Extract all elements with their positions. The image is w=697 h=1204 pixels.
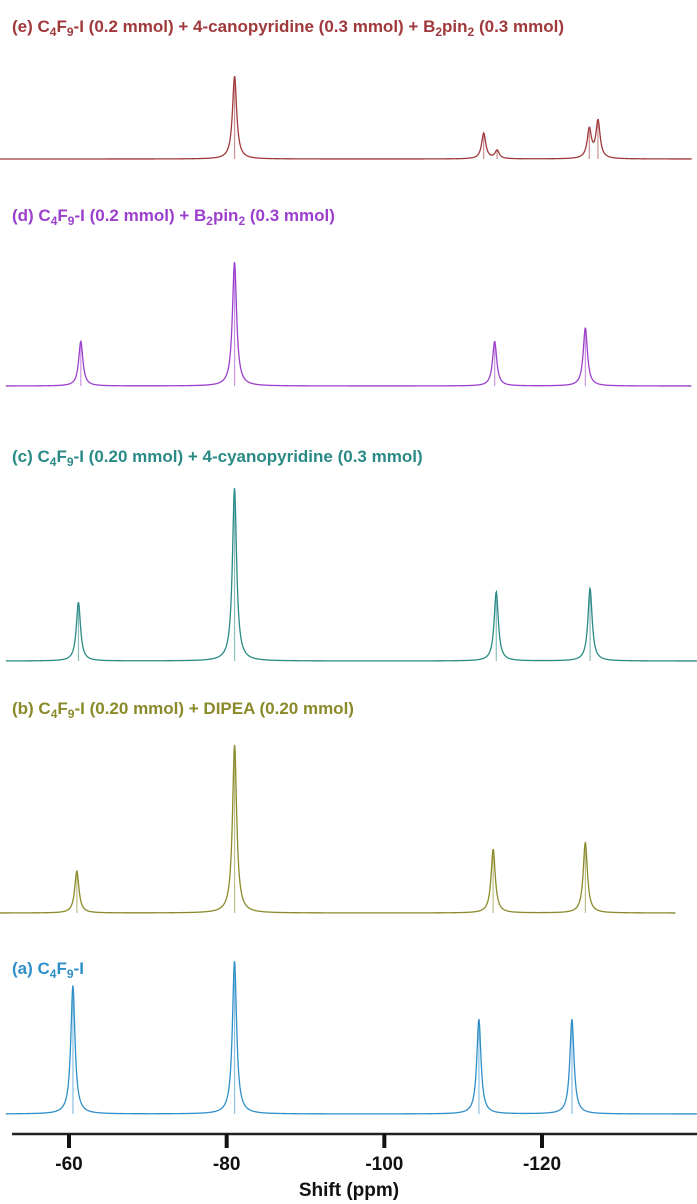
label-text: F: [56, 447, 66, 466]
label-subscript: 9: [67, 967, 74, 981]
label-text: pin: [442, 17, 468, 36]
label-subscript: 2: [206, 214, 213, 228]
label-text: pin: [213, 206, 239, 225]
x-tick-label: -80: [213, 1154, 240, 1175]
spectra-group: [0, 75, 697, 1115]
x-axis: -60 -80 -100 -120 Shift (ppm): [12, 1132, 697, 1201]
label-subscript: 4: [51, 707, 58, 721]
label-subscript: 4: [50, 455, 57, 469]
x-axis-ticks: -60 -80 -100 -120: [55, 1134, 561, 1175]
label-subscript: 9: [67, 25, 74, 39]
label-text: F: [57, 206, 67, 225]
spectrum-line-e: [0, 75, 692, 160]
spectrum-label-c: (c) C4F9-I (0.20 mmol) + 4-cyanopyridine…: [12, 447, 423, 469]
label-text: (a) C: [12, 959, 50, 978]
x-tick-label: -100: [365, 1154, 403, 1175]
label-text: -I (0.20 mmol) + 4-cyanopyridine (0.3 mm…: [74, 447, 423, 466]
label-subscript: 9: [68, 707, 75, 721]
label-text: (c) C: [12, 447, 50, 466]
label-text: (0.3 mmol): [245, 206, 335, 225]
spectrum-label-a: (a) C4F9-I: [12, 959, 84, 981]
label-text: F: [56, 959, 66, 978]
x-tick-label: -60: [55, 1154, 82, 1175]
label-text: (0.3 mmol): [474, 17, 564, 36]
spectrum-line-a: [5, 961, 697, 1115]
spectrum-label-d: (d) C4F9-I (0.2 mmol) + B2pin2 (0.3 mmol…: [12, 206, 335, 228]
spectrum-line-d: [5, 262, 692, 387]
spectrum-line-c: [5, 488, 697, 662]
x-axis-title: Shift (ppm): [299, 1180, 399, 1201]
label-text: (d) C: [12, 206, 51, 225]
label-subscript: 4: [50, 967, 57, 981]
spectrum-line-b: [0, 744, 676, 914]
label-subscript: 2: [468, 25, 475, 39]
label-text: -I (0.2 mmol) + 4-canopyridine (0.3 mmol…: [74, 17, 436, 36]
spectrum-label-b: (b) C4F9-I (0.20 mmol) + DIPEA (0.20 mmo…: [12, 699, 354, 721]
label-text: -I: [74, 959, 84, 978]
spectrum-label-e: (e) C4F9-I (0.2 mmol) + 4-canopyridine (…: [12, 17, 564, 39]
label-subscript: 2: [435, 25, 442, 39]
label-subscript: 9: [67, 455, 74, 469]
label-text: F: [57, 699, 67, 718]
label-text: (e) C: [12, 17, 50, 36]
label-subscript: 9: [68, 214, 75, 228]
label-subscript: 2: [238, 214, 245, 228]
label-subscript: 4: [51, 214, 58, 228]
label-text: -I (0.2 mmol) + B: [74, 206, 206, 225]
label-text: F: [56, 17, 66, 36]
label-text: -I (0.20 mmol) + DIPEA (0.20 mmol): [74, 699, 353, 718]
label-subscript: 4: [50, 25, 57, 39]
x-tick-label: -120: [523, 1154, 561, 1175]
label-text: (b) C: [12, 699, 51, 718]
spectrum-labels-group: (e) C4F9-I (0.2 mmol) + 4-canopyridine (…: [12, 17, 564, 981]
